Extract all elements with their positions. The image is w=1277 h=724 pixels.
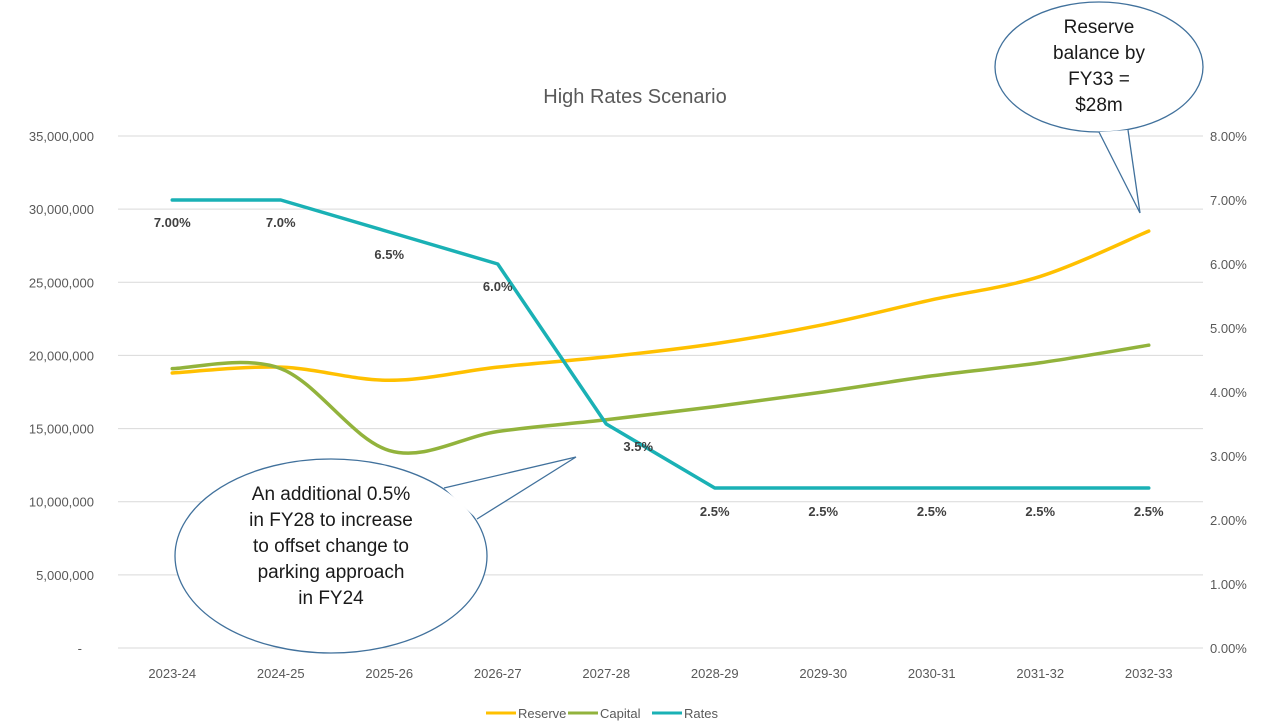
- callout-bubble: Reserve balance by FY33 = $28m: [994, 1, 1204, 214]
- x-tick-label: 2025-26: [365, 666, 413, 681]
- rates-data-label: 2.5%: [917, 504, 947, 519]
- rates-data-label: 7.0%: [266, 215, 296, 230]
- callout-text-line: FY33 =: [1068, 69, 1130, 90]
- x-tick-label: 2023-24: [148, 666, 196, 681]
- rates-data-label: 2.5%: [1134, 504, 1164, 519]
- callout-tail: [1098, 129, 1141, 214]
- callout-tail-fill: [444, 457, 576, 519]
- callout-ellipse: [174, 458, 488, 654]
- y-left-tick-label: 10,000,000: [29, 495, 94, 510]
- series-line-rates: [170, 198, 1151, 490]
- y-left-tick-label: 25,000,000: [29, 275, 94, 290]
- x-tick-label: 2026-27: [474, 666, 522, 681]
- series-line-reserve: [170, 229, 1151, 383]
- callout-text-line: $28m: [1075, 95, 1123, 116]
- legend-item-rates: Rates: [652, 706, 718, 721]
- y-right-tick-label: 5.00%: [1210, 321, 1247, 336]
- callout-tail: [443, 456, 577, 520]
- callout-text-line: balance by: [1053, 43, 1145, 64]
- series-line-capital: [170, 343, 1151, 455]
- callout-text-line: Reserve: [1064, 17, 1135, 38]
- y-right-tick-label: 3.00%: [1210, 449, 1247, 464]
- y-left-tick-label: 5,000,000: [36, 568, 94, 583]
- callout-text-line: parking approach: [258, 562, 405, 583]
- legend-item-reserve: Reserve: [486, 706, 566, 721]
- annotations: Reserve balance by FY33 = $28m An additional…: [174, 1, 1204, 654]
- legend-label: Capital: [600, 706, 641, 721]
- rates-data-label: 2.5%: [1025, 504, 1055, 519]
- rates-data-label: 6.5%: [374, 247, 404, 262]
- callout-text-line: An additional 0.5%: [252, 484, 411, 505]
- chart-title: High Rates Scenario: [543, 86, 726, 108]
- x-tick-label: 2032-33: [1125, 666, 1173, 681]
- rates-data-label: 2.5%: [700, 504, 730, 519]
- y-left-tick-label: -: [78, 641, 82, 656]
- rates-data-label: 3.5%: [623, 439, 653, 454]
- series-lines: [170, 198, 1151, 490]
- x-tick-label: 2030-31: [908, 666, 956, 681]
- callout-text-line: in FY28 to increase: [249, 510, 413, 531]
- callout-text-line: in FY24: [298, 588, 364, 609]
- rates-data-label: 7.00%: [154, 215, 191, 230]
- x-tick-label: 2031-32: [1016, 666, 1064, 681]
- y-right-tick-label: 1.00%: [1210, 577, 1247, 592]
- x-tick-label: 2028-29: [691, 666, 739, 681]
- legend-label: Rates: [684, 706, 718, 721]
- x-tick-label: 2027-28: [582, 666, 630, 681]
- legend: Reserve Capital Rates: [486, 706, 718, 721]
- y-right-tick-label: 7.00%: [1210, 193, 1247, 208]
- legend-item-capital: Capital: [568, 706, 641, 721]
- callout-text-line: to offset change to: [253, 536, 409, 557]
- callout-bubble: An additional 0.5% in FY28 to increase to …: [174, 456, 577, 654]
- y-right-tick-label: 8.00%: [1210, 129, 1247, 144]
- y-left-tick-label: 15,000,000: [29, 422, 94, 437]
- y-right-tick-label: 4.00%: [1210, 385, 1247, 400]
- rates-data-label: 6.0%: [483, 279, 513, 294]
- legend-label: Reserve: [518, 706, 566, 721]
- rates-data-label: 2.5%: [808, 504, 838, 519]
- y-right-tick-label: 6.00%: [1210, 257, 1247, 272]
- data-labels: 7.00% 7.0% 6.5% 6.0% 3.5% 2.5% 2.5% 2.5% 2.5% 2.5…: [154, 215, 1164, 519]
- y-right-tick-label: 2.00%: [1210, 513, 1247, 528]
- y-left-tick-label: 20,000,000: [29, 348, 94, 363]
- x-tick-label: 2029-30: [799, 666, 847, 681]
- x-tick-label: 2024-25: [257, 666, 305, 681]
- y-right-tick-label: 0.00%: [1210, 641, 1247, 656]
- y-left-tick-label: 30,000,000: [29, 202, 94, 217]
- y-left-tick-label: 35,000,000: [29, 129, 94, 144]
- axes: - 5,000,000 10,000,000 15,000,000 20,000,000…: [29, 129, 1247, 681]
